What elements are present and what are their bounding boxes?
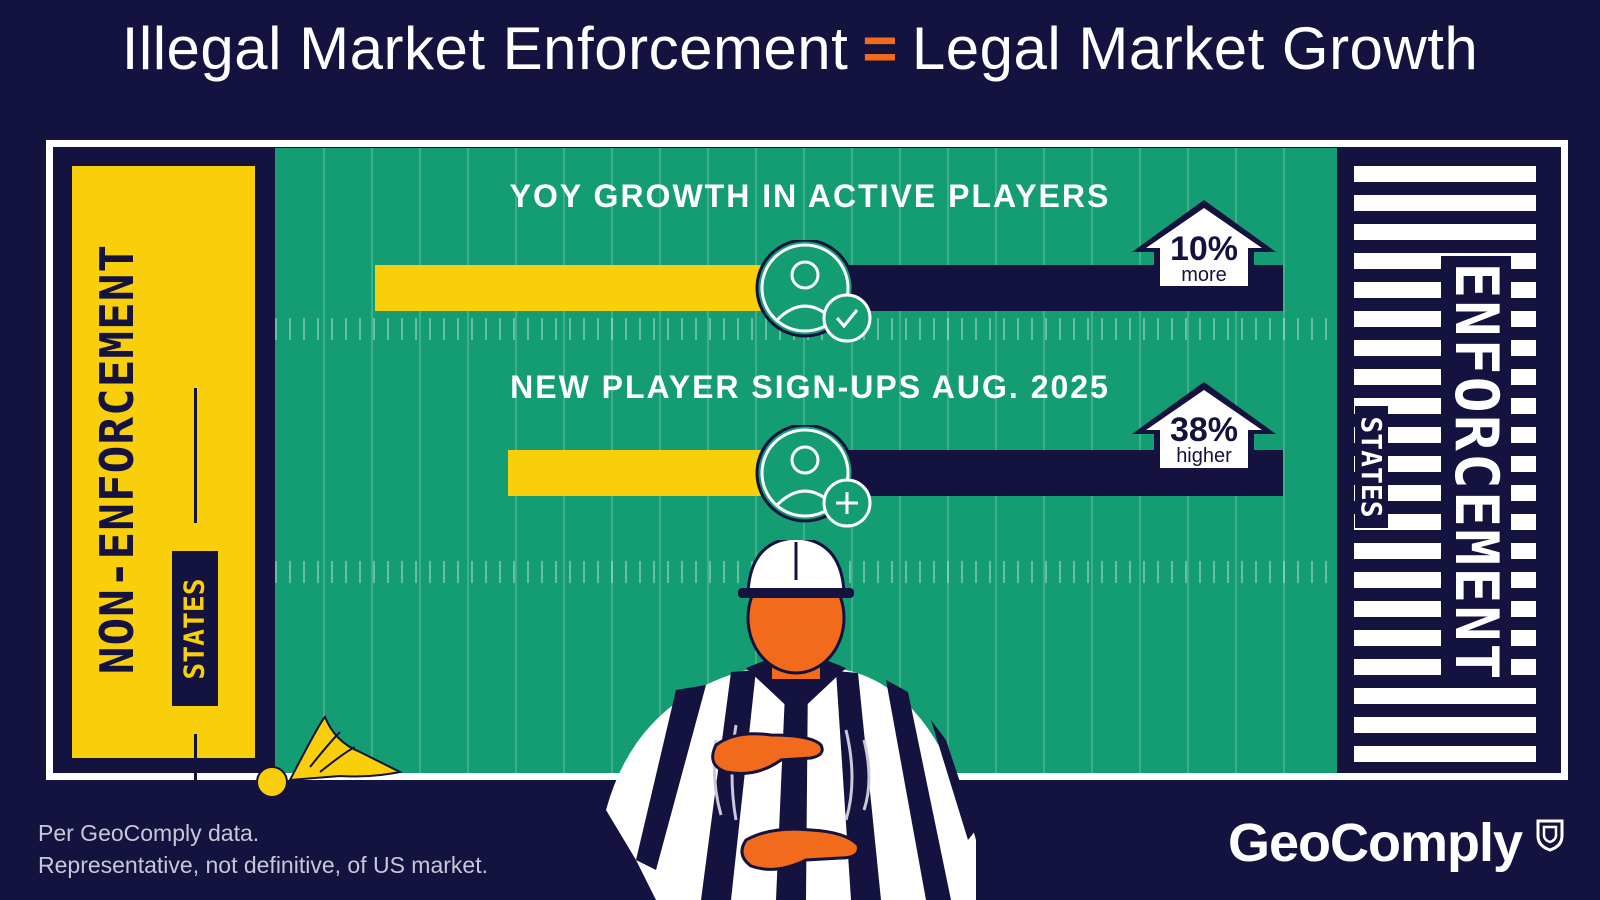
endzone-stripe (1354, 224, 1536, 240)
endzone-stripe (1354, 717, 1536, 733)
stat-label-active-players: YOY GROWTH IN ACTIVE PLAYERS (509, 178, 1111, 214)
footnote-line-2: Representative, not definitive, of US ma… (38, 852, 488, 878)
badge-text-signups: higher (1176, 445, 1232, 467)
yard-line (467, 148, 469, 773)
bar-non-enforcement-signups (508, 450, 770, 496)
arrow-up-badge (1132, 382, 1276, 474)
geocomply-logo: GeoComply (1228, 812, 1564, 874)
footnote-line-1: Per GeoComply data. (38, 820, 260, 846)
endzone-stripe (1354, 746, 1536, 762)
non-enforcement-endzone: NON-ENFORCEMENT STATES (72, 166, 255, 869)
user-check-icon (750, 238, 875, 350)
shield-logo-icon (1536, 819, 1564, 852)
endzone-divider-line (194, 388, 197, 523)
non-enforcement-label: NON-ENFORCEMENT (90, 243, 144, 675)
endzone-stripe (1354, 166, 1536, 182)
badge-text-active: more (1181, 264, 1227, 286)
endzone-stripe (1354, 688, 1536, 704)
endzone-stripe (1354, 195, 1536, 211)
states-label-right: STATES (1355, 406, 1388, 528)
yard-line (419, 148, 421, 773)
enforcement-label-wrap: ENFORCEMENT (1436, 222, 1516, 722)
endzone-divider-line (194, 734, 197, 869)
bar-non-enforcement-active (375, 265, 770, 311)
headline-left: Illegal Market Enforcement (121, 15, 849, 82)
brand-name: GeoComply (1228, 813, 1523, 873)
badge-value-active: 10% (1169, 230, 1239, 268)
yard-line (323, 148, 325, 773)
headline-right: Legal Market Growth (911, 15, 1479, 82)
arrow-up-badge (1132, 200, 1276, 292)
states-tag-right: STATES (1349, 392, 1393, 542)
states-tag-left: STATES (172, 551, 218, 706)
penalty-flag-icon (256, 715, 404, 798)
enforcement-label: ENFORCEMENT (1441, 256, 1511, 688)
headline-equals: = (862, 15, 898, 82)
headline: Illegal Market Enforcement = Legal Market … (0, 14, 1600, 83)
referee-illustration (606, 540, 976, 900)
yard-line (1283, 148, 1285, 773)
badge-value-signups: 38% (1169, 411, 1239, 449)
stat-label-signups: NEW PLAYER SIGN-UPS AUG. 2025 (510, 369, 1110, 405)
states-label-left: STATES (177, 578, 211, 680)
yard-line (371, 148, 373, 773)
user-plus-icon (750, 423, 875, 535)
